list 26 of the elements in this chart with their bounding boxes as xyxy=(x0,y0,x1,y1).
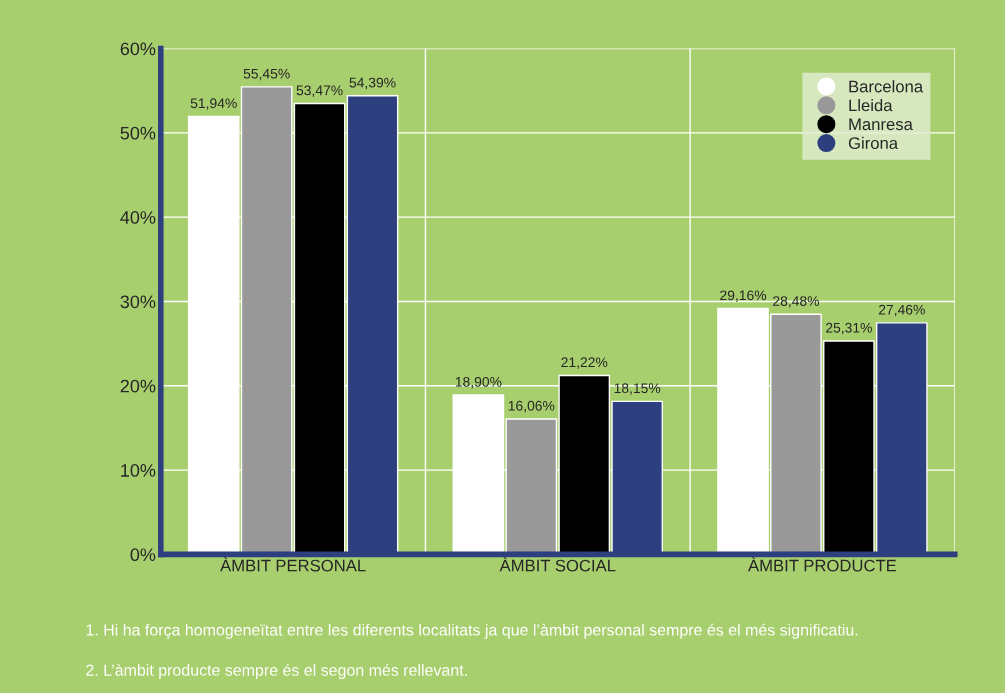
legend-label: Barcelona xyxy=(849,80,924,93)
data-label: 25,31% xyxy=(826,322,872,335)
y-tick-label: 10% xyxy=(121,464,156,477)
text: 1. Hi ha força homogeneïtat entre les diferents localitats ja que l’àmbit personal sempre és el més significatiu. xyxy=(86,623,858,639)
y-tick-label: 50% xyxy=(120,126,156,140)
data-label: 55,45% xyxy=(243,68,290,81)
data-label: 53,47% xyxy=(296,85,343,97)
data-label: 51,94% xyxy=(190,98,237,110)
y-tick-label: 30% xyxy=(120,295,156,309)
y-tick-label: 40% xyxy=(120,211,156,224)
x-tick-label: ÀMBIT PRODUCTE xyxy=(748,556,897,572)
legend-label: Girona xyxy=(848,136,899,150)
x-tick-label: ÀMBIT SOCIAL xyxy=(499,556,616,572)
data-label: 21,22% xyxy=(561,357,608,369)
data-label: 27,46% xyxy=(878,304,925,317)
data-label: 29,16% xyxy=(720,290,767,302)
x-tick-label: ÀMBIT PERSONAL xyxy=(220,556,366,572)
data-label: 16,06% xyxy=(508,400,555,413)
y-tick-label: 20% xyxy=(120,379,156,393)
legend-label: Lleida xyxy=(849,99,893,112)
legend-label: Manresa xyxy=(849,118,913,131)
y-tick-label: 60% xyxy=(120,42,156,56)
data-label: 18,15% xyxy=(614,383,661,395)
data-label: 54,39% xyxy=(349,77,396,90)
y-tick-label: 0% xyxy=(130,548,156,562)
text: 2. L’àmbit producte sempre és el segon més rellevant. xyxy=(86,663,467,679)
